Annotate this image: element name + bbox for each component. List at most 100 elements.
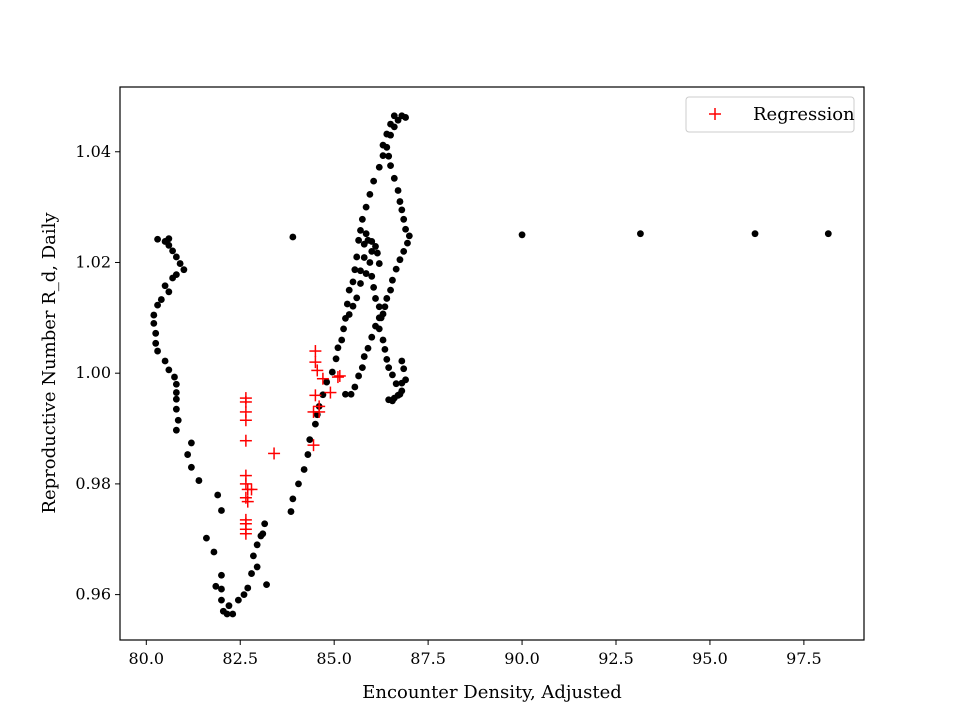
data-point (387, 162, 394, 170)
data-point (161, 282, 169, 290)
data-point (357, 280, 364, 287)
data-point (172, 271, 180, 279)
data-point (165, 241, 173, 249)
data-point (248, 570, 255, 577)
regression-point (307, 439, 320, 452)
data-point (345, 311, 353, 318)
data-point (342, 390, 349, 398)
plot-points (150, 112, 832, 618)
x-tick-label: 90.0 (504, 649, 540, 668)
data-point (358, 364, 366, 372)
data-point (351, 383, 359, 391)
regression-point (324, 386, 337, 399)
data-point (214, 491, 222, 499)
regression-point (239, 414, 252, 427)
data-point (180, 266, 188, 274)
data-point (165, 235, 173, 243)
regression-point (245, 483, 258, 496)
data-point (405, 232, 413, 240)
data-point (225, 602, 233, 610)
x-axis: 80.0 82.5 85.0 87.5 90.0 92.5 95.0 97.5 (128, 640, 822, 668)
data-point (229, 610, 237, 618)
data-point (370, 283, 378, 291)
data-point (240, 591, 248, 599)
data-point (355, 372, 363, 380)
data-point (351, 266, 359, 274)
y-tick-label: 1.00 (75, 363, 111, 382)
data-point (172, 253, 180, 261)
data-point (154, 301, 161, 309)
x-tick-label: 95.0 (692, 649, 728, 668)
data-point (295, 480, 302, 488)
data-point (400, 248, 408, 255)
data-point (150, 319, 158, 327)
data-point (372, 243, 379, 250)
data-point (637, 230, 644, 238)
x-tick-label: 85.0 (316, 649, 352, 668)
data-point (152, 339, 160, 347)
data-point (518, 231, 526, 239)
data-point (187, 463, 195, 471)
y-tick-label: 1.04 (75, 142, 111, 161)
data-point (253, 563, 261, 571)
data-point (172, 380, 180, 388)
data-point (306, 436, 314, 444)
x-tick-label: 92.5 (598, 649, 634, 668)
data-point (394, 391, 402, 399)
data-point (396, 256, 404, 264)
data-point (396, 198, 404, 205)
regression-point (239, 434, 252, 447)
data-point (195, 477, 203, 484)
y-tick-label: 0.98 (75, 474, 111, 493)
regression-point (331, 371, 344, 384)
data-point (234, 596, 242, 604)
y-tick-label: 1.02 (75, 252, 111, 271)
data-point (373, 249, 381, 257)
data-point (383, 130, 391, 138)
data-point (366, 190, 374, 198)
data-point (311, 420, 319, 428)
data-point (390, 174, 398, 182)
data-point (223, 610, 231, 618)
data-point (383, 295, 391, 302)
x-axis-title: Encounter Density, Adjusted (362, 682, 622, 703)
data-point (360, 353, 368, 360)
data-point (334, 344, 342, 352)
data-point (203, 534, 210, 542)
data-point (368, 333, 376, 341)
data-point (366, 259, 374, 266)
data-point (358, 215, 366, 223)
data-point (289, 495, 297, 503)
data-point (210, 548, 218, 556)
legend: Regression (685, 96, 855, 133)
data-point (390, 112, 398, 120)
data-point (172, 395, 180, 403)
legend-box (685, 96, 855, 133)
data-point (392, 265, 400, 273)
x-tick-label: 82.5 (222, 649, 258, 668)
data-point (392, 380, 400, 388)
data-point (375, 163, 383, 171)
data-point (398, 357, 406, 365)
data-point (300, 466, 308, 473)
data-point (184, 451, 192, 458)
data-point (389, 371, 396, 379)
data-point (383, 355, 391, 363)
data-point (355, 236, 363, 244)
data-point (402, 376, 409, 384)
data-point (362, 203, 370, 211)
data-point (328, 368, 336, 376)
x-tick-label: 97.5 (786, 649, 822, 668)
data-point (287, 508, 295, 515)
data-point (347, 390, 355, 398)
data-point (263, 581, 270, 589)
data-point (387, 120, 394, 128)
data-point (253, 541, 261, 549)
data-point (349, 278, 357, 286)
data-point (218, 585, 225, 593)
data-point (172, 405, 180, 413)
regression-point (268, 447, 281, 460)
regression-point (241, 495, 254, 508)
regression-point (309, 356, 322, 369)
